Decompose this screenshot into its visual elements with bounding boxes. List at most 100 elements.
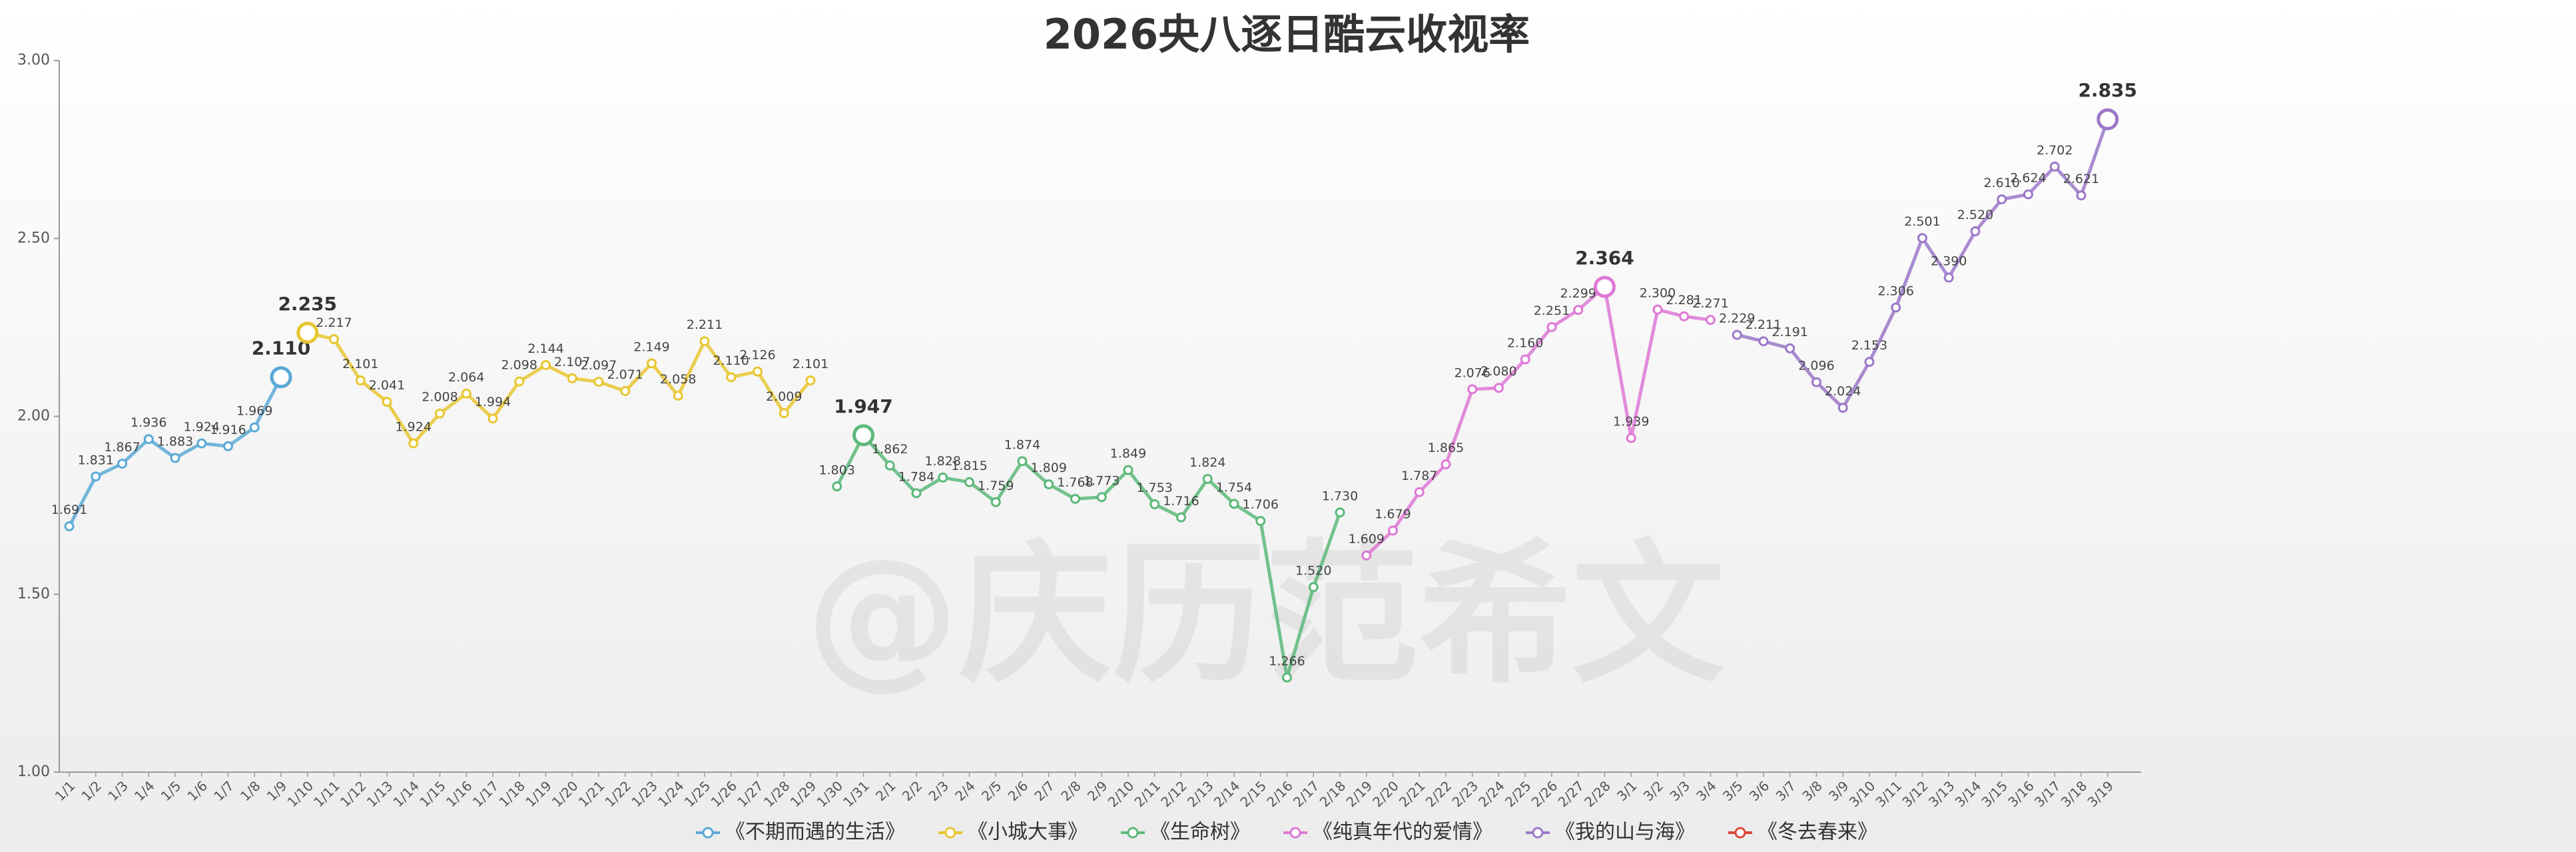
data-point	[1176, 512, 1186, 523]
data-point	[593, 377, 604, 387]
data-label: 2.501	[1904, 214, 1940, 229]
legend-label: 《纯真年代的爱情》	[1313, 821, 1492, 844]
data-label: 1.679	[1375, 507, 1411, 522]
data-point	[196, 438, 207, 449]
data-label: 2.058	[660, 372, 696, 387]
data-point	[170, 453, 180, 463]
data-label: 2.281	[1666, 293, 1702, 308]
data-point	[249, 422, 260, 433]
data-label: 2.153	[1851, 338, 1887, 353]
legend-marker	[1734, 827, 1746, 839]
data-label: 1.924	[396, 420, 432, 435]
data-point	[117, 459, 127, 469]
data-point	[296, 321, 319, 344]
data-label: 2.064	[448, 370, 484, 385]
data-point	[1467, 384, 1478, 395]
data-label: 2.306	[1878, 284, 1914, 298]
data-label: 2.096	[1798, 359, 1834, 373]
data-point	[699, 336, 710, 347]
data-point	[1837, 403, 1848, 413]
data-label: 1.753	[1137, 481, 1173, 495]
data-point	[620, 386, 631, 397]
data-label: 2.107	[554, 355, 590, 369]
data-label: 2.144	[527, 341, 563, 356]
data-point	[1758, 336, 1769, 347]
data-point	[1811, 377, 1821, 387]
data-point	[567, 373, 577, 383]
data-point	[964, 477, 974, 487]
data-label: 1.939	[1613, 415, 1649, 429]
data-label: 1.916	[210, 423, 246, 437]
y-tick-label: 1.50	[17, 586, 50, 602]
data-point	[1997, 194, 2007, 204]
data-label: 2.211	[1746, 318, 1781, 332]
data-point	[1706, 315, 1716, 325]
data-point	[673, 390, 683, 401]
data-point	[1044, 479, 1054, 490]
data-label: 2.009	[766, 389, 802, 404]
data-label: 2.300	[1640, 286, 1676, 301]
data-point	[852, 424, 874, 447]
y-tick-label: 2.00	[17, 408, 50, 425]
series-line	[1365, 285, 1711, 557]
data-label: 2.097	[581, 358, 617, 373]
data-label: 2.624	[2010, 170, 2046, 185]
data-label: 1.824	[1189, 455, 1225, 470]
data-point	[911, 488, 922, 499]
data-label: 2.520	[1957, 208, 1993, 222]
data-label: 2.211	[687, 318, 723, 332]
data-point	[1943, 272, 1954, 283]
data-label: 2.835	[2078, 79, 2137, 101]
legend-label: 《不期而遇的生活》	[725, 821, 905, 844]
data-point	[832, 481, 842, 492]
legend-marker	[1289, 827, 1301, 839]
data-label: 2.610	[1984, 176, 2020, 190]
data-point	[1096, 492, 1107, 503]
data-point	[541, 360, 551, 371]
data-label: 1.803	[819, 463, 855, 477]
legend-marker	[1127, 827, 1139, 839]
data-point	[726, 372, 737, 383]
data-label: 2.702	[2037, 143, 2073, 158]
data-label: 2.024	[1825, 384, 1861, 399]
data-point	[1361, 550, 1372, 560]
data-label: 1.883	[157, 435, 193, 449]
data-point	[64, 521, 75, 532]
data-label: 1.787	[1401, 469, 1437, 483]
data-label: 1.849	[1110, 447, 1146, 461]
series-line	[307, 331, 812, 445]
data-label: 2.217	[316, 316, 352, 330]
chart-title: 2026央八逐日酷云收视率	[1044, 10, 1530, 59]
data-point	[1594, 276, 1616, 298]
data-point	[1970, 226, 1981, 237]
data-label: 2.160	[1507, 335, 1543, 350]
data-point	[1785, 343, 1795, 353]
data-label: 1.609	[1349, 532, 1385, 546]
data-label: 1.865	[1428, 441, 1464, 455]
data-point	[91, 471, 101, 482]
data-point	[1573, 305, 1584, 316]
data-label: 2.364	[1575, 247, 1634, 269]
plot-area: 1.001.502.002.503.001/1 1/2 1/3 1/4 1/5 1/6 1/…	[17, 52, 2141, 844]
data-point	[270, 366, 292, 389]
data-point	[1732, 329, 1742, 340]
y-tick-label: 3.00	[17, 52, 50, 69]
data-label: 2.299	[1560, 286, 1596, 301]
data-label: 1.691	[51, 503, 87, 517]
data-point	[1626, 433, 1636, 443]
data-label: 2.149	[633, 339, 669, 354]
data-point	[1864, 357, 1875, 367]
data-point	[1123, 465, 1133, 475]
data-point	[2049, 161, 2060, 172]
data-point	[514, 376, 525, 387]
data-label: 1.768	[1057, 475, 1093, 490]
data-label: 1.874	[1004, 437, 1040, 452]
data-label: 1.784	[898, 469, 934, 484]
data-point	[2096, 108, 2119, 130]
data-label: 1.828	[925, 454, 961, 469]
legend-label: 《生命树》	[1150, 821, 1250, 844]
data-label: 2.101	[793, 357, 828, 371]
legend: 《不期而遇的生活》 《小城大事》 《生命树》 《纯真年代的爱情》 《我的山与海》 《冬去春…	[696, 821, 1877, 844]
